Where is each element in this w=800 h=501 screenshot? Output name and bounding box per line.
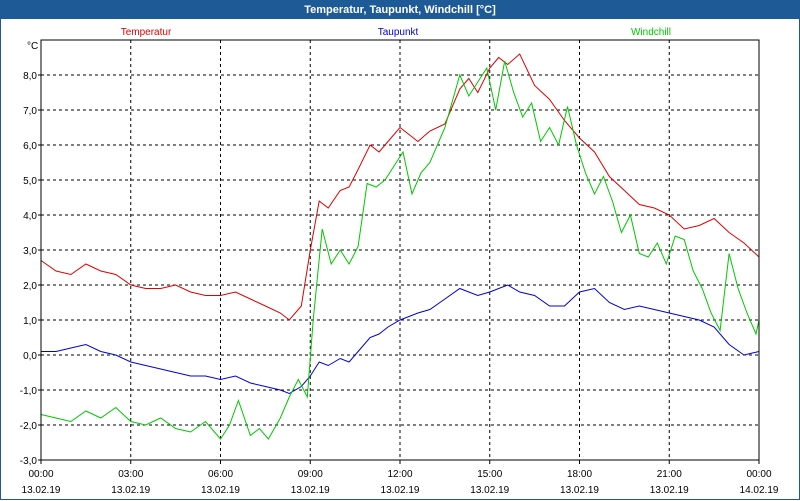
x-tick-time-label: 09:00 — [298, 469, 323, 480]
x-axis: 00:00 13.02.19 03:00 13.02.19 06:00 13.02.19 0… — [22, 460, 779, 496]
series-line-windchill — [40, 60, 760, 440]
x-tick-date-label: 13.02.19 — [201, 485, 240, 496]
legend: Temperatur Taupunkt Windchill — [121, 27, 671, 38]
x-tick-date-label: 13.02.19 — [291, 485, 330, 496]
legend-entry-temperatur: Temperatur — [121, 27, 172, 38]
x-tick-time-label: 12:00 — [387, 469, 412, 480]
x-tick-time-label: 15:00 — [477, 469, 502, 480]
x-tick-date-label: 13.02.19 — [560, 485, 599, 496]
y-tick-label: -3,0 — [20, 456, 38, 467]
y-axis-unit-label: °C — [27, 41, 38, 52]
y-tick-label: -2,0 — [20, 421, 38, 432]
y-tick-label: 5,0 — [23, 176, 37, 187]
x-tick-time-label: 18:00 — [567, 469, 592, 480]
x-tick-time-label: 00:00 — [746, 469, 771, 480]
y-tick-label: -1,0 — [20, 386, 38, 397]
y-tick-label: 4,0 — [23, 211, 37, 222]
series-line-temperatur — [40, 53, 760, 321]
y-axis: -3,0 -2,0 -1,0 0,0 1,0 2,0 3,0 4,0 5,0 6,0 7,0 8,0 — [20, 71, 41, 467]
x-tick-date-label: 13.02.19 — [650, 485, 689, 496]
y-tick-label: 8,0 — [23, 71, 37, 82]
legend-entry-windchill: Windchill — [631, 27, 671, 38]
y-tick-label: 7,0 — [23, 106, 37, 117]
x-tick-time-label: 06:00 — [208, 469, 233, 480]
series-lines — [40, 53, 760, 440]
x-tick-date-label: 14.02.19 — [740, 485, 779, 496]
x-tick-time-label: 00:00 — [28, 469, 53, 480]
y-tick-label: 0,0 — [23, 351, 37, 362]
y-tick-label: 1,0 — [23, 316, 37, 327]
y-tick-label: 2,0 — [23, 281, 37, 292]
x-tick-time-label: 21:00 — [657, 469, 682, 480]
x-tick-date-label: 13.02.19 — [22, 485, 61, 496]
x-tick-time-label: 03:00 — [118, 469, 143, 480]
grid — [41, 40, 759, 460]
x-tick-date-label: 13.02.19 — [111, 485, 150, 496]
legend-entry-taupunkt: Taupunkt — [378, 27, 419, 38]
window-title: Temperatur, Taupunkt, Windchill [°C] — [1, 1, 799, 19]
x-tick-date-label: 13.02.19 — [381, 485, 420, 496]
y-tick-label: 3,0 — [23, 246, 37, 257]
x-tick-date-label: 13.02.19 — [470, 485, 509, 496]
series-line-taupunkt — [41, 284, 760, 395]
y-tick-label: 6,0 — [23, 141, 37, 152]
plot-frame — [40, 39, 760, 461]
